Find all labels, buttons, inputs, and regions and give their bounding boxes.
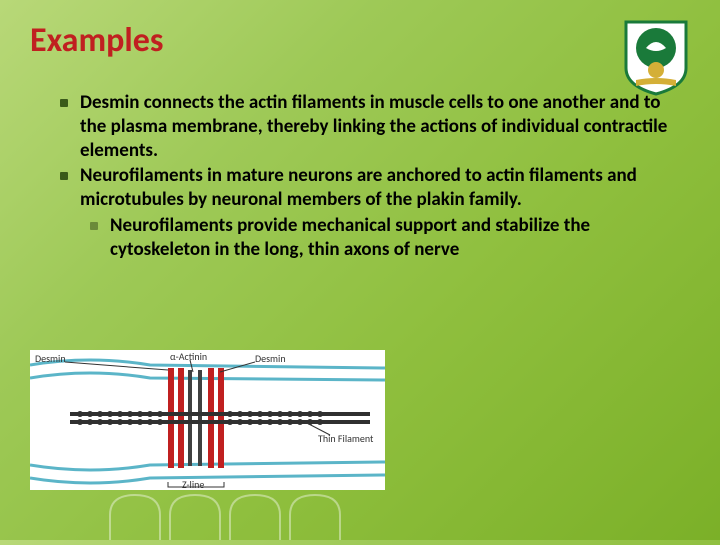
diagram-label-desmin-right: Desmin xyxy=(255,352,286,365)
bullet-item: Neurofilaments in mature neurons are anc… xyxy=(60,164,690,212)
page-title: Examples xyxy=(30,20,690,61)
sub-bullet-list: Neurofilaments provide mechanical suppor… xyxy=(90,214,690,262)
main-bullet-list: Desmin connects the actin filaments in m… xyxy=(60,91,690,261)
sub-bullet-item: Neurofilaments provide mechanical suppor… xyxy=(90,214,690,262)
diagram-label-desmin-left: Desmin xyxy=(35,352,66,365)
decorative-arches xyxy=(100,485,360,540)
bullet-item: Desmin connects the actin filaments in m… xyxy=(60,91,690,162)
diagram-label-thin-filament: Thin Filament xyxy=(318,432,374,445)
university-logo xyxy=(622,18,690,96)
desmin-diagram: Desmin α-Actinin Desmin Thin Filament Z-… xyxy=(30,350,385,490)
diagram-label-actinin: α-Actinin xyxy=(170,350,207,363)
slide-container: Examples Desmin connects the actin filam… xyxy=(0,0,720,540)
